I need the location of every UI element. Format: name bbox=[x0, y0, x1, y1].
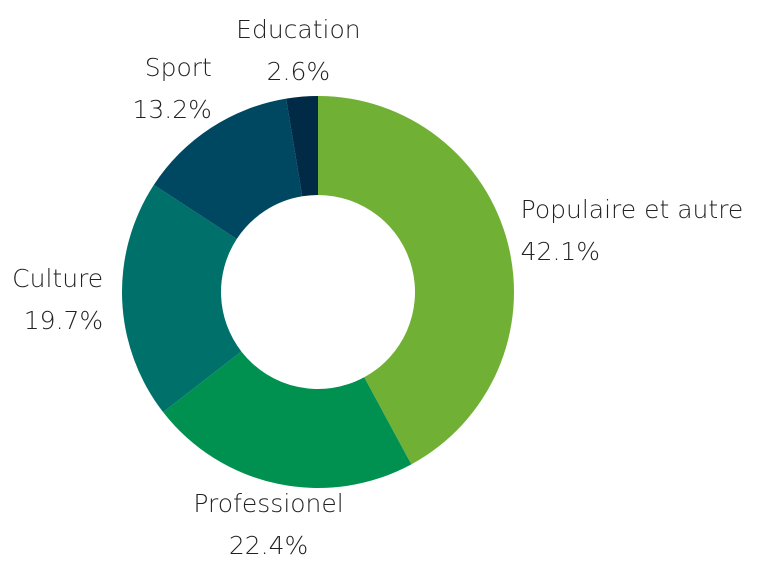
slice-value-label: 19.7% bbox=[24, 306, 103, 335]
slice-value-label: 22.4% bbox=[229, 531, 308, 560]
donut-slice bbox=[286, 96, 318, 197]
donut-slice bbox=[153, 98, 303, 239]
slice-label: Professionel bbox=[193, 489, 343, 518]
donut-slice bbox=[163, 351, 412, 488]
slice-label: Education bbox=[236, 15, 360, 44]
donut-slice bbox=[121, 184, 242, 413]
slice-value-label: 2.6% bbox=[267, 57, 331, 86]
slice-label: Sport bbox=[145, 53, 212, 82]
slice-label: Culture bbox=[12, 264, 103, 293]
slice-label: Populaire et autre bbox=[521, 195, 744, 224]
donut-slice bbox=[318, 96, 514, 465]
slice-value-label: 13.2% bbox=[132, 95, 211, 124]
slice-value-label: 42.1% bbox=[521, 237, 600, 266]
